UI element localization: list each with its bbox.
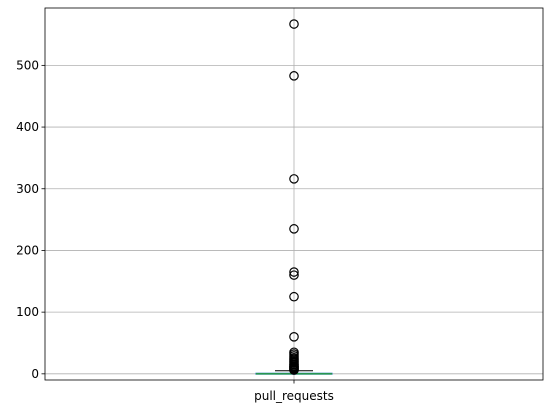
- y-tick-label: 0: [31, 367, 39, 381]
- y-tick-label: 200: [16, 243, 39, 257]
- outlier-point: [289, 71, 299, 81]
- outlier-point: [289, 270, 299, 280]
- outlier-point: [289, 291, 299, 302]
- y-tick-label: 100: [16, 305, 39, 319]
- outlier-points: [289, 19, 299, 375]
- outlier-point: [289, 174, 299, 184]
- x-axis: pull_requests: [254, 380, 334, 403]
- outlier-point: [289, 224, 299, 234]
- grid-lines: [45, 8, 543, 380]
- outlier-point: [289, 332, 299, 342]
- y-axis: 0 100 200 300 400 500: [16, 58, 45, 381]
- outlier-point: [289, 365, 299, 375]
- x-tick-label: pull_requests: [254, 389, 334, 403]
- outlier-point: [289, 267, 299, 277]
- y-tick-label: 500: [16, 58, 39, 72]
- y-tick-label: 400: [16, 120, 39, 134]
- outlier-point: [289, 19, 299, 29]
- y-tick-label: 300: [16, 182, 39, 196]
